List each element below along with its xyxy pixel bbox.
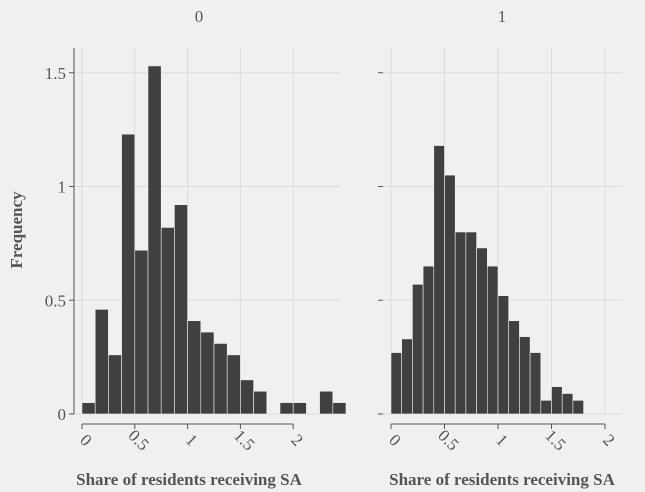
x-tick-label: 1.5 xyxy=(541,426,569,454)
histogram-bar xyxy=(174,204,188,415)
histogram-bar xyxy=(200,331,215,415)
histogram-bar xyxy=(240,379,254,415)
histogram-bar xyxy=(529,352,542,415)
facet-panel-1: 1 0 0.5 1 1.5 2 Share of residents receiving S… xyxy=(378,7,622,489)
y-axis-title: Frequency xyxy=(7,191,26,269)
histogram-bar xyxy=(187,320,202,415)
y-tick-label: 1 xyxy=(58,178,67,197)
histogram-bar xyxy=(422,265,435,415)
histogram-bar xyxy=(540,400,552,415)
y-tick-label: 1.5 xyxy=(45,64,66,83)
x-tick-label: 0 xyxy=(385,430,404,449)
histogram-bar xyxy=(390,352,402,415)
panel-title: 1 xyxy=(498,7,507,26)
x-tick-label: 0 xyxy=(76,430,95,449)
histogram-bar xyxy=(81,402,96,415)
histogram-bar xyxy=(412,284,424,415)
histogram-bar xyxy=(401,338,413,415)
histogram-bar xyxy=(551,386,563,415)
histogram-bar xyxy=(94,309,109,415)
x-tick-label: 0.5 xyxy=(434,426,462,454)
y-tick-label: 0 xyxy=(58,405,67,424)
x-tick-label: 1 xyxy=(492,430,511,449)
x-tick-label: 2 xyxy=(287,430,306,449)
histogram-bar xyxy=(433,145,445,415)
histogram-bar xyxy=(108,354,122,415)
histogram-bar xyxy=(444,174,456,415)
x-axis-title: Share of residents receiving SA xyxy=(389,470,615,489)
histogram-bar xyxy=(147,65,162,415)
x-tick-label: 2 xyxy=(599,430,618,449)
histogram-bar xyxy=(497,295,509,415)
histogram-bar xyxy=(226,354,241,415)
histogram-bar xyxy=(253,390,268,415)
histogram-bar xyxy=(279,402,294,415)
histogram-bar xyxy=(134,249,149,415)
x-tick-label: 0.5 xyxy=(124,426,152,454)
histogram-bar xyxy=(454,231,467,415)
y-tick-label: 0.5 xyxy=(45,291,66,310)
histogram-bar xyxy=(572,400,584,415)
x-tick-label: 1.5 xyxy=(230,426,258,454)
histogram-bar xyxy=(561,393,574,415)
histogram-bar xyxy=(519,336,531,415)
x-axis-title: Share of residents receiving SA xyxy=(76,470,302,489)
histogram-bar xyxy=(292,402,307,415)
histogram-bar xyxy=(160,227,175,415)
histogram-bar xyxy=(486,265,499,415)
histogram-bar xyxy=(213,343,228,415)
histogram-bar xyxy=(121,133,136,415)
panel-title: 0 xyxy=(195,7,204,26)
histogram-bar xyxy=(476,247,488,415)
histogram-bar xyxy=(332,402,347,415)
histogram-bar xyxy=(465,231,477,415)
x-tick-label: 1 xyxy=(182,430,201,449)
histogram-bar xyxy=(319,390,334,415)
histogram-bar xyxy=(508,320,520,415)
